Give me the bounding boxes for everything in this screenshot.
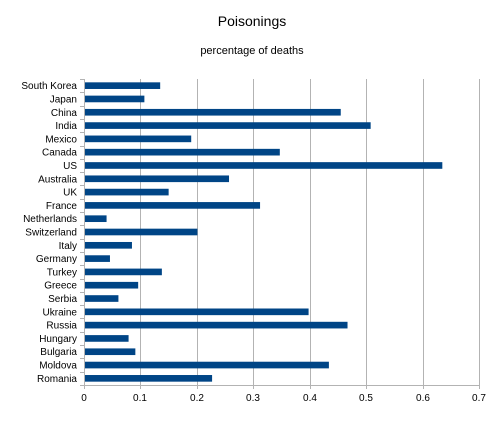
x-tick-label: 0.4: [303, 393, 317, 404]
y-category-label: Serbia: [48, 294, 77, 305]
bar: [85, 175, 230, 183]
bar: [85, 108, 341, 116]
y-category-label: Romania: [37, 374, 77, 385]
chart-title: Poisonings: [217, 13, 287, 29]
bar: [85, 188, 169, 196]
bar: [85, 335, 129, 342]
chart-subtitle: percentage of deaths: [200, 45, 304, 57]
bar: [85, 348, 136, 356]
bar: [85, 215, 107, 223]
bar: [85, 135, 192, 143]
tick-labels: 0 0.1 0.2 0.3 0.4 0.5 0.6 0.7 South Korea Japan Ch…: [21, 81, 486, 404]
bar: [85, 255, 110, 262]
grid-lines: [140, 79, 480, 385]
bar: [85, 281, 139, 289]
x-tick-label: 0.7: [472, 393, 486, 404]
bars: [85, 82, 443, 382]
y-category-label: Australia: [38, 174, 77, 185]
y-category-label: Russia: [46, 321, 77, 332]
x-tick-label: 0.3: [246, 393, 260, 404]
y-category-label: France: [46, 201, 78, 212]
y-category-label: Greece: [44, 281, 77, 292]
y-category-label: Moldova: [39, 361, 77, 372]
x-tick-label: 0.1: [133, 393, 147, 404]
y-category-label: Netherlands: [23, 214, 77, 225]
y-category-label: Switzerland: [25, 228, 77, 239]
y-category-label: Italy: [59, 241, 77, 252]
bar: [85, 321, 348, 329]
y-category-label: UK: [63, 188, 77, 199]
y-category-label: Turkey: [47, 267, 77, 278]
y-category-label: Bulgaria: [40, 347, 77, 358]
bar: [85, 268, 162, 276]
x-tick-label: 0.5: [359, 393, 373, 404]
bar: [85, 375, 213, 382]
axes: [80, 79, 480, 389]
x-tick-label: 0.6: [416, 393, 430, 404]
bar: [85, 148, 280, 156]
bar: [85, 95, 145, 103]
bar: [85, 228, 198, 236]
y-category-label: Ukraine: [43, 307, 78, 318]
bar: [85, 295, 119, 302]
y-category-label: US: [63, 161, 77, 172]
y-category-label: Germany: [36, 254, 77, 265]
bar: [85, 308, 309, 316]
x-tick-label: 0.2: [190, 393, 204, 404]
bar: [85, 82, 161, 89]
bar: [85, 202, 261, 209]
y-category-label: India: [55, 121, 77, 132]
x-tick-label: 0: [81, 393, 87, 404]
bar: [85, 361, 329, 369]
y-category-label: South Korea: [21, 81, 77, 92]
bar: [85, 122, 371, 129]
y-category-label: Canada: [42, 148, 77, 159]
bar: [85, 241, 132, 249]
y-category-label: China: [51, 108, 78, 119]
y-category-label: Hungary: [39, 334, 77, 345]
bar: [85, 162, 443, 169]
y-category-label: Mexico: [45, 134, 77, 145]
y-category-label: Japan: [50, 94, 77, 105]
